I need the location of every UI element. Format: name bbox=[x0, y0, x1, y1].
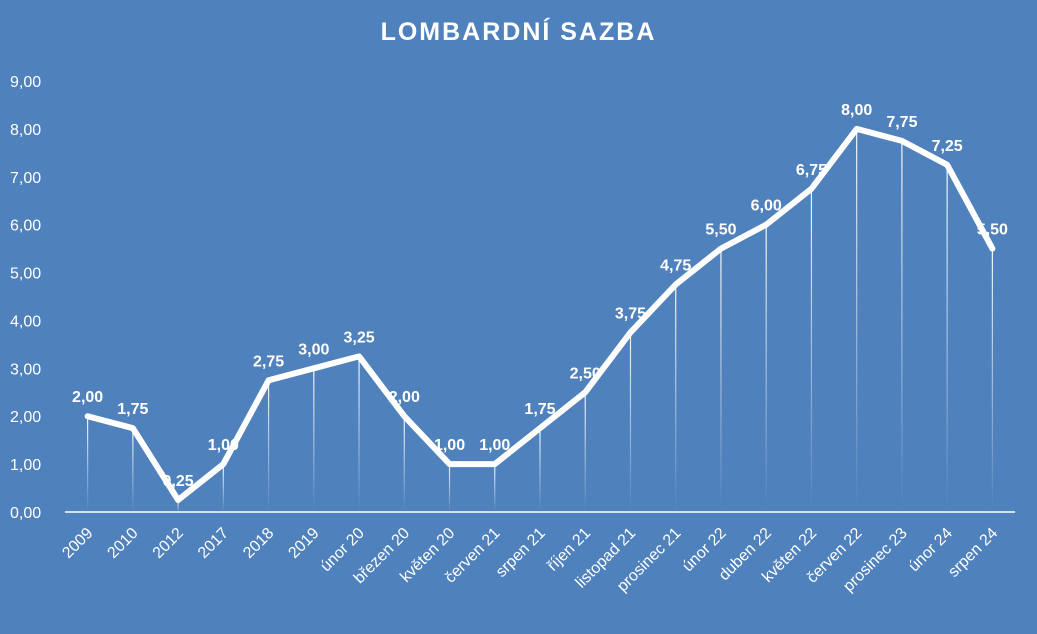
drop-line bbox=[177, 500, 179, 512]
drop-line bbox=[901, 140, 903, 512]
data-label: 8,00 bbox=[841, 102, 872, 119]
data-label: 3,75 bbox=[615, 305, 646, 322]
data-label: 4,75 bbox=[660, 258, 691, 275]
data-label: 5,50 bbox=[705, 222, 736, 239]
x-tick-label: srpen 24 bbox=[945, 525, 1001, 581]
y-tick-label: 4,00 bbox=[10, 313, 41, 330]
drop-line bbox=[222, 464, 224, 512]
data-point bbox=[311, 365, 317, 371]
data-point bbox=[220, 461, 226, 467]
data-point bbox=[356, 353, 362, 359]
y-tick-label: 9,00 bbox=[10, 74, 41, 91]
data-label: 1,00 bbox=[434, 437, 465, 454]
y-tick-label: 8,00 bbox=[10, 122, 41, 139]
data-label: 2,75 bbox=[253, 353, 284, 370]
drop-line bbox=[494, 464, 496, 512]
data-label: 3,00 bbox=[298, 341, 329, 358]
drop-line bbox=[267, 380, 270, 512]
data-point bbox=[537, 425, 543, 431]
drop-line bbox=[403, 416, 405, 512]
data-point bbox=[130, 425, 136, 431]
data-point bbox=[492, 461, 498, 467]
data-point bbox=[899, 138, 905, 144]
data-label: 6,00 bbox=[751, 198, 782, 215]
y-axis-ticks: 0,00 1,00 2,00 3,00 4,00 5,00 6,00 7,00 8,00 9,00 bbox=[10, 74, 41, 522]
data-label: 1,00 bbox=[208, 437, 239, 454]
drop-line bbox=[539, 428, 541, 512]
x-tick-label: srpen 21 bbox=[493, 525, 549, 581]
data-label: 7,25 bbox=[932, 138, 963, 155]
chart-title: LOMBARDNÍ SAZBA bbox=[380, 18, 657, 46]
x-tick-label: 2018 bbox=[240, 525, 277, 562]
data-point bbox=[447, 461, 453, 467]
data-point bbox=[989, 246, 995, 252]
data-point bbox=[673, 282, 679, 288]
y-tick-label: 7,00 bbox=[10, 170, 41, 187]
drop-line bbox=[584, 392, 586, 512]
drop-line bbox=[765, 224, 767, 512]
data-label: 2,00 bbox=[72, 389, 103, 406]
data-point bbox=[266, 377, 272, 383]
data-label: 6,75 bbox=[796, 162, 827, 179]
y-tick-label: 3,00 bbox=[10, 361, 41, 378]
data-labels: 2,00 1,75 0,25 1,00 2,75 3,00 3,25 2,00 1,00 1,00… bbox=[72, 102, 1008, 490]
x-tick-label: 2019 bbox=[285, 525, 322, 562]
drop-line bbox=[675, 284, 677, 512]
drop-line bbox=[358, 356, 360, 512]
data-point bbox=[854, 126, 860, 132]
drop-line bbox=[946, 164, 948, 513]
data-point bbox=[401, 413, 407, 419]
data-label: 1,75 bbox=[524, 401, 555, 418]
series-layer bbox=[84, 125, 996, 504]
data-label: 2,50 bbox=[570, 365, 601, 382]
data-label: 1,00 bbox=[479, 437, 510, 454]
y-tick-label: 2,00 bbox=[10, 409, 41, 426]
data-label: 5,50 bbox=[977, 222, 1008, 239]
x-tick-label: 2010 bbox=[104, 525, 141, 562]
data-point bbox=[718, 246, 724, 252]
data-label: 3,25 bbox=[343, 329, 374, 346]
x-tick-label: 2012 bbox=[150, 525, 187, 562]
data-point bbox=[582, 389, 588, 395]
data-label: 0,25 bbox=[163, 473, 194, 490]
drop-line bbox=[810, 188, 813, 512]
drop-line bbox=[313, 368, 315, 512]
drop-lines bbox=[87, 128, 993, 513]
x-tick-label: 2009 bbox=[59, 525, 96, 562]
data-label: 1,75 bbox=[117, 401, 148, 418]
data-label: 2,00 bbox=[389, 389, 420, 406]
drop-line bbox=[87, 416, 89, 512]
drop-line bbox=[132, 428, 134, 512]
drop-line bbox=[856, 128, 858, 512]
x-tick-label: 2017 bbox=[195, 525, 232, 562]
data-point bbox=[175, 497, 181, 503]
data-point bbox=[85, 413, 91, 419]
data-point bbox=[944, 162, 950, 168]
data-point bbox=[627, 329, 633, 335]
data-point bbox=[763, 222, 769, 228]
drop-line bbox=[448, 464, 451, 512]
y-tick-label: 5,00 bbox=[10, 266, 41, 283]
y-tick-label: 0,00 bbox=[10, 505, 41, 522]
drop-line bbox=[720, 248, 722, 512]
y-tick-label: 1,00 bbox=[10, 457, 41, 474]
y-tick-label: 6,00 bbox=[10, 218, 41, 235]
data-label: 7,75 bbox=[886, 114, 917, 131]
drop-line bbox=[629, 332, 632, 512]
drop-line bbox=[991, 248, 993, 512]
data-point bbox=[808, 186, 814, 192]
